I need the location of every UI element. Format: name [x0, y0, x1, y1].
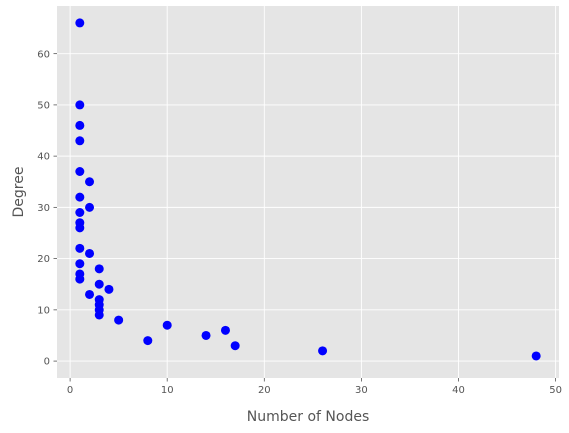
data-point: [531, 351, 541, 361]
axis-ticks: 0 10 20 30 40 50 0 10 20 30 40 50 60: [37, 49, 562, 396]
x-tick-label: 20: [258, 385, 271, 396]
data-point: [75, 274, 85, 284]
data-point: [75, 120, 85, 130]
data-point: [94, 264, 104, 274]
data-point: [75, 100, 85, 110]
data-point: [75, 259, 85, 269]
x-tick-label: 0: [67, 385, 73, 396]
data-point: [75, 223, 85, 233]
x-tick-label: 30: [355, 385, 368, 396]
data-point: [85, 202, 95, 212]
data-points: [75, 18, 541, 361]
y-tick-label: 60: [37, 49, 50, 60]
data-point: [220, 325, 230, 335]
data-point: [201, 330, 211, 340]
x-tick-label: 50: [549, 385, 562, 396]
data-point: [114, 315, 124, 325]
data-point: [75, 136, 85, 146]
y-tick-label: 0: [44, 357, 50, 368]
y-axis-label: Degree: [11, 167, 27, 218]
y-tick-label: 10: [37, 305, 50, 316]
grid-lines: [57, 6, 559, 378]
data-point: [94, 310, 104, 320]
data-point: [143, 336, 153, 346]
data-point: [94, 279, 104, 289]
plot-background: [57, 6, 559, 378]
y-tick-label: 40: [37, 152, 50, 163]
data-point: [85, 289, 95, 299]
x-tick-label: 40: [452, 385, 465, 396]
x-tick-label: 10: [161, 385, 174, 396]
data-point: [85, 248, 95, 258]
data-point: [75, 243, 85, 253]
y-tick-label: 30: [37, 203, 50, 214]
x-axis-label: Number of Nodes: [247, 409, 369, 425]
y-tick-label: 20: [37, 254, 50, 265]
data-point: [75, 167, 85, 177]
y-tick-label: 50: [37, 100, 50, 111]
data-point: [230, 341, 240, 351]
data-point: [162, 320, 172, 330]
data-point: [104, 284, 114, 294]
data-point: [75, 207, 85, 217]
data-point: [85, 177, 95, 187]
data-point: [318, 346, 328, 356]
data-point: [75, 18, 85, 28]
data-point: [75, 192, 85, 202]
